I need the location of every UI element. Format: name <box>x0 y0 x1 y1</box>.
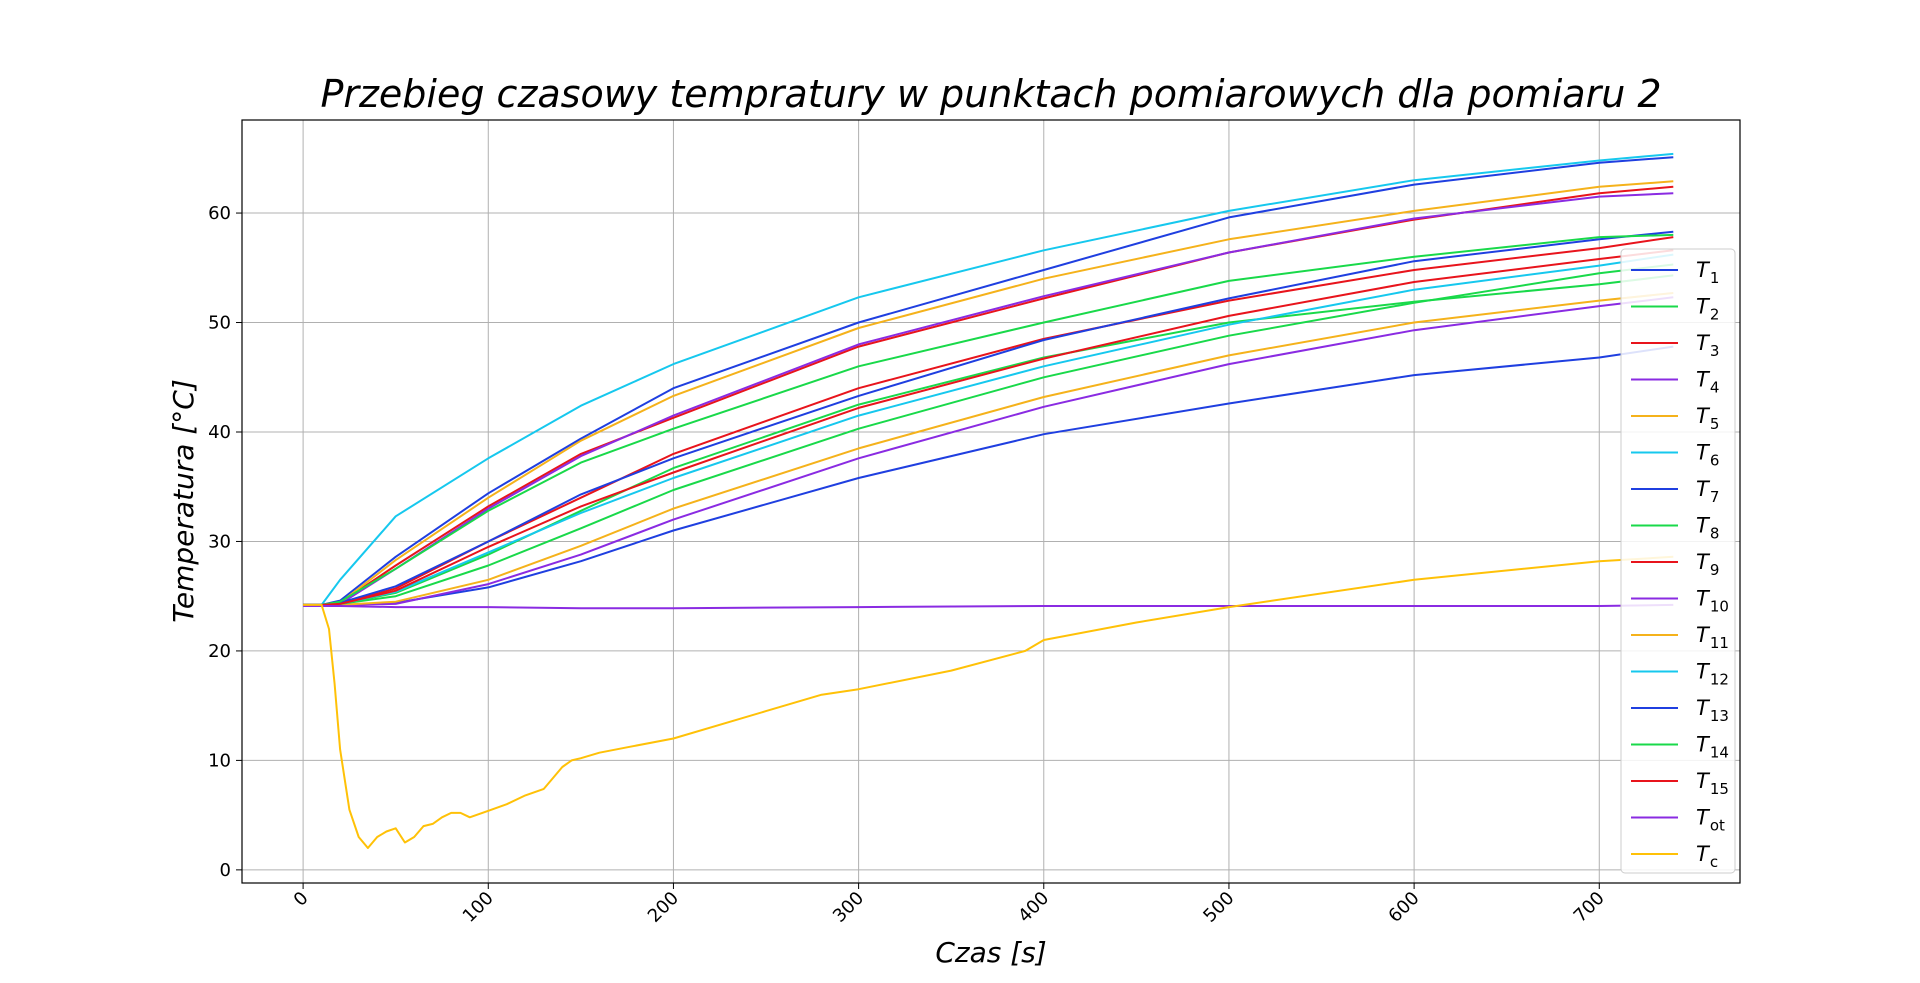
legend-entry: T6 <box>1696 441 1719 470</box>
x-tick-label: 0 <box>290 888 313 911</box>
legend-entry-subscript: 13 <box>1710 707 1729 725</box>
legend-entry-subscript: 1 <box>1710 269 1720 287</box>
legend-entry: T9 <box>1696 550 1719 579</box>
legend-entry: T14 <box>1696 733 1729 762</box>
legend-entry-subscript: 10 <box>1710 598 1729 616</box>
legend-entry-subscript: 3 <box>1710 342 1720 360</box>
y-tick-label: 20 <box>208 641 231 662</box>
legend-entry: T5 <box>1696 404 1719 433</box>
series-line-T4 <box>303 296 1674 606</box>
y-axis-ticks: 0 10 20 30 40 50 60 <box>208 203 242 881</box>
legend-entry-subscript: 9 <box>1710 561 1720 579</box>
x-tick-label: 100 <box>459 888 498 927</box>
legend-entry: T4 <box>1696 368 1719 397</box>
legend-entry-name: T <box>1696 842 1711 866</box>
legend-entry-subscript: 5 <box>1710 415 1720 433</box>
x-tick-label: 200 <box>644 888 683 927</box>
series-line-T12 <box>303 253 1674 606</box>
y-tick-label: 10 <box>208 750 231 771</box>
legend-entry: T12 <box>1696 660 1729 689</box>
x-tick-label: 700 <box>1570 888 1609 927</box>
legend-entry-name: T <box>1696 331 1711 355</box>
legend-entry: T15 <box>1696 769 1729 798</box>
legend-entry-subscript: 4 <box>1710 379 1720 397</box>
legend-entry-name: T <box>1696 514 1711 538</box>
series-line-Tot <box>303 603 1674 610</box>
legend-entry-subscript: 7 <box>1710 488 1720 506</box>
legend-entry: T13 <box>1696 696 1729 725</box>
series-line-Tc <box>303 555 1674 849</box>
legend-entry-name: T <box>1696 441 1711 465</box>
x-axis-ticks: 0 100 200 300 400 500 600 700 <box>290 883 1609 927</box>
legend-entry-subscript: 12 <box>1710 671 1729 689</box>
series-line-T9 <box>303 185 1674 606</box>
legend-entry: T2 <box>1696 295 1719 324</box>
legend-entry: T1 <box>1696 258 1719 287</box>
legend: T1T2T3T4T5T6T7T8T9T10T11T12T13T14T15TotT… <box>1620 248 1736 874</box>
y-axis-label: Temperatura [°C] <box>167 379 200 623</box>
y-tick-label: 50 <box>208 313 231 334</box>
legend-entry-subscript: ot <box>1710 817 1725 835</box>
legend-entry-subscript: c <box>1710 853 1718 871</box>
series-line-T14 <box>303 233 1674 606</box>
chart-title: Przebieg czasowy tempratury w punktach p… <box>320 72 1661 116</box>
legend-entry-name: T <box>1696 295 1711 319</box>
legend-entry-name: T <box>1696 258 1711 282</box>
series-line-T15 <box>303 249 1674 606</box>
legend-entry-name: T <box>1696 550 1711 574</box>
x-axis-label: Czas [s] <box>935 936 1046 969</box>
legend-entry-subscript: 2 <box>1710 306 1720 324</box>
x-tick-label: 300 <box>829 888 868 927</box>
legend-entry-name: T <box>1696 623 1711 647</box>
plot-series <box>303 152 1674 849</box>
legend-entry: Tot <box>1696 806 1725 835</box>
series-line-T3 <box>303 236 1674 606</box>
legend-entry-name: T <box>1696 806 1711 830</box>
legend-entry-subscript: 11 <box>1710 634 1729 652</box>
series-line-T13 <box>303 230 1674 606</box>
legend-entry: T8 <box>1696 514 1719 543</box>
x-tick-label: 600 <box>1384 888 1423 927</box>
grid <box>242 120 1740 883</box>
y-tick-label: 40 <box>208 422 231 443</box>
legend-entry-name: T <box>1696 660 1711 684</box>
legend-entry: T3 <box>1696 331 1719 360</box>
y-tick-label: 60 <box>208 203 231 224</box>
legend-entry: T10 <box>1696 587 1729 616</box>
legend-entry-name: T <box>1696 769 1711 793</box>
legend-entry-name: T <box>1696 477 1711 501</box>
legend-entry-subscript: 15 <box>1710 780 1729 798</box>
legend-entry-name: T <box>1696 733 1711 757</box>
series-line-T2 <box>303 274 1674 606</box>
legend-entry-name: T <box>1696 587 1711 611</box>
legend-entry-name: T <box>1696 368 1711 392</box>
legend-entry: Tc <box>1696 842 1718 871</box>
legend-entry: T11 <box>1696 623 1729 652</box>
series-line-T6 <box>303 152 1674 606</box>
legend-entry-subscript: 8 <box>1710 525 1720 543</box>
legend-entry-subscript: 14 <box>1710 744 1729 762</box>
y-tick-label: 0 <box>220 860 231 881</box>
legend-entry-name: T <box>1696 404 1711 428</box>
legend-entry: T7 <box>1696 477 1719 506</box>
x-tick-label: 500 <box>1199 888 1238 927</box>
legend-entry-name: T <box>1696 696 1711 720</box>
series-line-T1 <box>303 345 1674 606</box>
x-tick-label: 400 <box>1014 888 1053 927</box>
plot-frame <box>241 119 1741 884</box>
y-tick-label: 30 <box>208 531 231 552</box>
legend-entry-subscript: 6 <box>1710 452 1720 470</box>
